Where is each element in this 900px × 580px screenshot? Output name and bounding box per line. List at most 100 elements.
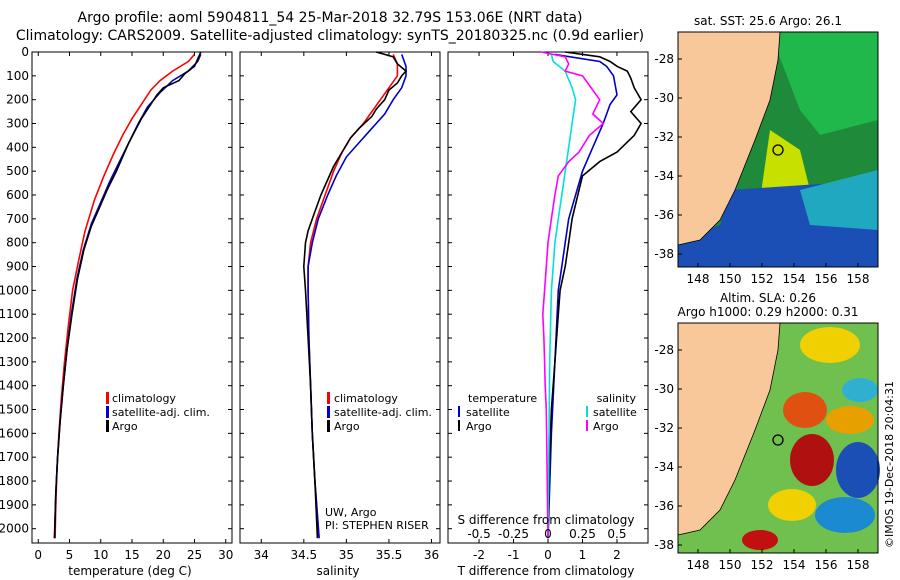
map-lon-label: 150 — [719, 558, 742, 572]
salinity-xlabel: salinity — [316, 564, 359, 578]
map-lon-label: 156 — [815, 558, 838, 572]
salinity-legend: climatology satellite-adj. clim. Argo — [327, 392, 432, 433]
map-lon-label: 150 — [719, 272, 742, 286]
temperature-panel: 0100200300400500600700800900100011001200… — [0, 45, 233, 578]
depth-tick-label: 200 — [6, 93, 29, 107]
depth-tick-label: 800 — [6, 236, 29, 250]
sst-cyan-patch — [800, 170, 878, 230]
x-tick-label: -2 — [473, 548, 485, 562]
map-lat-label: -34 — [654, 169, 674, 183]
sla-anomaly — [815, 497, 875, 533]
sla-anomaly — [783, 392, 827, 428]
legend-t-argo: Argo — [466, 420, 492, 433]
x-tick-label: 10 — [93, 548, 108, 562]
legend-satellite: satellite-adj. clim. — [112, 406, 210, 419]
map-lat-label: -38 — [654, 247, 674, 261]
legend-climatology: climatology — [334, 392, 398, 405]
x-tick-label: 1 — [579, 548, 587, 562]
depth-tick-label: 1300 — [0, 355, 29, 369]
sla-land — [677, 322, 781, 536]
map-lon-label: 158 — [847, 272, 870, 286]
map-lat-label: -36 — [654, 208, 674, 222]
x-tick-label: 25 — [187, 548, 202, 562]
s-diff-tick-label: 0.5 — [607, 527, 626, 541]
difference-panel: -2 -1 0 1 2 S difference from climatology -0… — [447, 51, 649, 578]
temperature-plot: 0 5 10 15 20 25 30 — [32, 51, 233, 562]
sst-map-field — [677, 31, 878, 267]
map-lat-label: -30 — [654, 91, 674, 105]
depth-axis: 0 100 200 300 400 500 600 700 800 900 1000 1100 1200… — [0, 45, 29, 536]
map-lon-label: 154 — [783, 558, 806, 572]
depth-tick-label: 300 — [6, 117, 29, 131]
legend-climatology: climatology — [112, 392, 176, 405]
x-tick-label: 36 — [424, 548, 439, 562]
credit-uw: UW, Argo — [325, 506, 377, 519]
credit-pi: PI: STEPHEN RISER — [325, 519, 429, 532]
sst-land — [677, 31, 781, 246]
sla-anomaly — [842, 378, 878, 402]
map-lat-label: -32 — [654, 130, 674, 144]
x-tick-label: 35 — [339, 548, 354, 562]
map-lat-label: -28 — [654, 52, 674, 66]
depth-tick-label: 1200 — [0, 331, 29, 345]
depth-tick-label: 500 — [6, 164, 29, 178]
legend-temperature-title: temperature — [468, 392, 537, 405]
series-line-argo — [53, 51, 202, 539]
sla-anomaly — [768, 489, 816, 521]
legend-swatch-satellite — [327, 406, 330, 418]
sst-warm-patch — [770, 32, 878, 135]
map-lon-label: 148 — [687, 558, 710, 572]
map-lon-label: 148 — [687, 272, 710, 286]
legend-swatch-s-satellite — [586, 406, 588, 417]
x-tick-label: 0 — [34, 548, 42, 562]
legend-s-satellite: satellite — [593, 406, 637, 419]
argo-float-marker — [772, 434, 784, 446]
series-line-t-argo — [547, 51, 643, 539]
x-tick-label: 15 — [124, 548, 139, 562]
x-tick-label: 20 — [156, 548, 171, 562]
legend-swatch-s-argo — [586, 420, 588, 431]
difference-legend-temperature: temperature satellite Argo — [458, 392, 537, 433]
series-line-t-satellite — [547, 53, 618, 539]
depth-tick-label: 700 — [6, 212, 29, 226]
depth-tick-label: 1700 — [0, 450, 29, 464]
map-lat-label: -38 — [654, 538, 674, 552]
map-lon-label: 152 — [751, 558, 774, 572]
sla-map-frame — [677, 322, 879, 554]
map-lon-label: 152 — [751, 272, 774, 286]
depth-tick-label: 0 — [21, 45, 29, 59]
legend-swatch-satellite — [106, 406, 109, 418]
depth-tick-label: 1400 — [0, 379, 29, 393]
legend-swatch-t-satellite — [458, 406, 460, 417]
depth-tick-label: 1800 — [0, 474, 29, 488]
salinity-panel: 34 34.5 35 35.5 36 salinity climatology sate… — [239, 51, 441, 578]
sla-anomaly — [790, 434, 834, 486]
legend-swatch-argo — [106, 420, 109, 432]
s-diff-tick-label: -0.5 — [467, 527, 490, 541]
legend-swatch-argo — [327, 420, 330, 432]
sst-map-axes: 148 150 152 154 156 158 -28 -30 -32 -34 -36 -38 — [654, 52, 869, 286]
legend-t-satellite: satellite — [466, 406, 510, 419]
depth-tick-label: 2000 — [0, 522, 29, 536]
series-line-s-satellite — [547, 54, 577, 539]
temperature-xlabel: temperature (deg C) — [68, 564, 191, 578]
map-lon-label: 154 — [783, 272, 806, 286]
sla-anomaly — [836, 442, 880, 498]
series-line-s-argo — [540, 51, 605, 539]
s-difference-ticks: -0.5 -0.25 0 0.25 0.5 — [467, 527, 626, 541]
sla-map-axes: 148 150 152 154 156 158 -28 -30 -32 -34 -36 -38 — [654, 343, 869, 572]
map-lon-label: 158 — [847, 558, 870, 572]
sst-map-title: sat. SST: 25.6 Argo: 26.1 — [694, 14, 842, 28]
imos-credit: ©IMOS 19-Dec-2018 20:04:31 — [883, 381, 896, 548]
sla-anomaly — [742, 530, 778, 550]
t-difference-xlabel: T difference from climatology — [457, 564, 635, 578]
map-lat-label: -36 — [654, 499, 674, 513]
sla-anomaly — [800, 327, 860, 363]
s-difference-label: S difference from climatology — [458, 513, 635, 527]
legend-argo: Argo — [112, 420, 138, 433]
x-tick-label: 34.5 — [290, 548, 317, 562]
x-tick-label: 5 — [66, 548, 74, 562]
legend-swatch-t-argo — [458, 420, 460, 431]
salinity-plot: 34 34.5 35 35.5 36 — [240, 51, 440, 562]
